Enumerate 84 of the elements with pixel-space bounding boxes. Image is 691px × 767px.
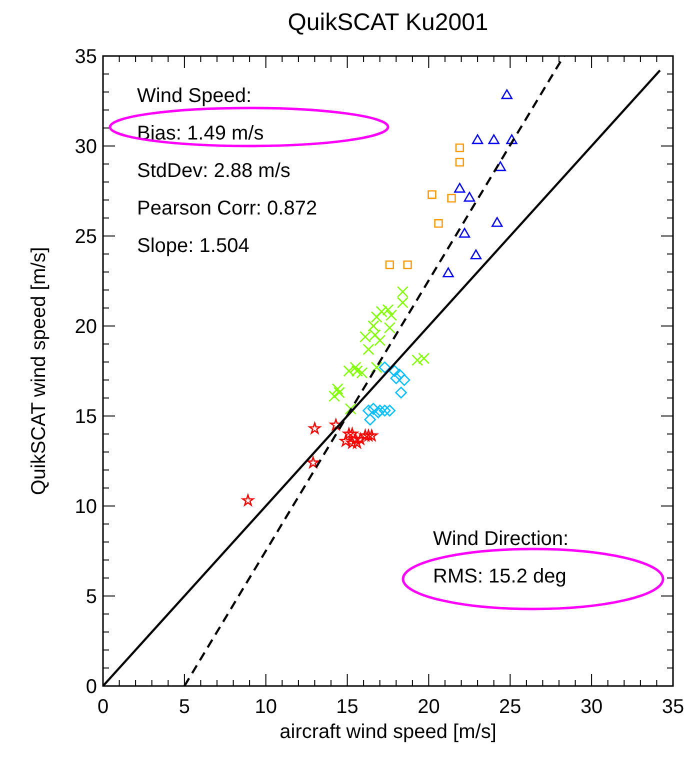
point — [390, 372, 402, 384]
point — [455, 158, 464, 167]
x-tick-label: 5 — [178, 696, 190, 718]
point — [454, 182, 466, 193]
point — [330, 418, 342, 430]
x-tick-label: 10 — [254, 696, 277, 718]
y-tick-label: 35 — [74, 46, 97, 68]
y-tick-label: 5 — [86, 586, 97, 608]
point — [351, 436, 364, 448]
point — [346, 428, 358, 440]
point — [388, 365, 400, 377]
point — [396, 286, 408, 298]
point — [472, 134, 484, 144]
point — [385, 260, 394, 270]
point — [447, 194, 456, 203]
x-tick-label: 30 — [580, 696, 603, 718]
x-axis-title: aircraft wind speed [m/s] — [280, 721, 496, 743]
point — [384, 404, 396, 416]
point — [394, 368, 406, 380]
point — [384, 322, 396, 334]
point — [376, 306, 388, 318]
y-tick-label: 15 — [74, 406, 97, 428]
point — [378, 362, 391, 374]
point — [370, 362, 382, 374]
point — [333, 386, 345, 398]
point — [362, 344, 374, 356]
point — [458, 228, 470, 238]
point — [385, 309, 398, 321]
x-tick-label: 25 — [499, 696, 522, 718]
point — [434, 219, 443, 228]
x-tick-label: 15 — [336, 696, 358, 718]
annotation: Pearson Corr: 0.872 — [137, 198, 318, 220]
annotation: Wind Speed: — [137, 85, 252, 107]
point — [396, 296, 408, 308]
point — [307, 456, 320, 468]
point — [332, 383, 344, 395]
point — [328, 390, 340, 402]
y-tick-label: 0 — [86, 676, 97, 698]
point — [455, 143, 464, 152]
point — [403, 260, 412, 270]
point — [344, 403, 356, 415]
point — [340, 434, 352, 446]
point — [346, 436, 358, 448]
chart-title: QuikSCAT Ku2001 — [288, 9, 488, 36]
y-tick-label: 10 — [74, 496, 97, 518]
point — [412, 354, 424, 366]
point — [488, 134, 500, 144]
point — [366, 430, 378, 441]
point — [395, 386, 407, 398]
annotation: StdDev: 2.88 m/s — [137, 160, 290, 182]
point — [356, 367, 368, 379]
point — [374, 334, 386, 346]
point — [501, 89, 512, 100]
annotation: Slope: 1.504 — [137, 235, 250, 257]
x-tick-label: 35 — [662, 696, 684, 718]
point — [470, 249, 482, 260]
point — [494, 161, 506, 172]
point — [382, 304, 394, 316]
point — [464, 192, 476, 202]
point — [442, 267, 454, 278]
point — [308, 422, 321, 434]
x-tick-label: 20 — [418, 696, 440, 718]
annotation: Wind Direction: — [433, 528, 569, 550]
point — [370, 311, 382, 323]
point — [242, 494, 254, 506]
y-tick-label: 20 — [74, 316, 97, 338]
point — [492, 217, 503, 227]
point — [362, 430, 374, 441]
point — [367, 402, 380, 415]
point — [368, 320, 380, 332]
point — [418, 352, 430, 364]
y-axis-title: QuikSCAT wind speed [m/s] — [28, 246, 50, 496]
point — [359, 430, 372, 441]
point — [350, 362, 362, 374]
point — [364, 414, 376, 426]
y-tick-label: 30 — [74, 136, 97, 158]
point — [378, 404, 391, 416]
point — [506, 134, 518, 144]
point — [362, 404, 374, 416]
point — [342, 428, 355, 440]
annotation: RMS: 15.2 deg — [433, 566, 566, 588]
y-tick-label: 25 — [74, 226, 97, 248]
point — [398, 374, 410, 386]
point — [428, 190, 436, 199]
